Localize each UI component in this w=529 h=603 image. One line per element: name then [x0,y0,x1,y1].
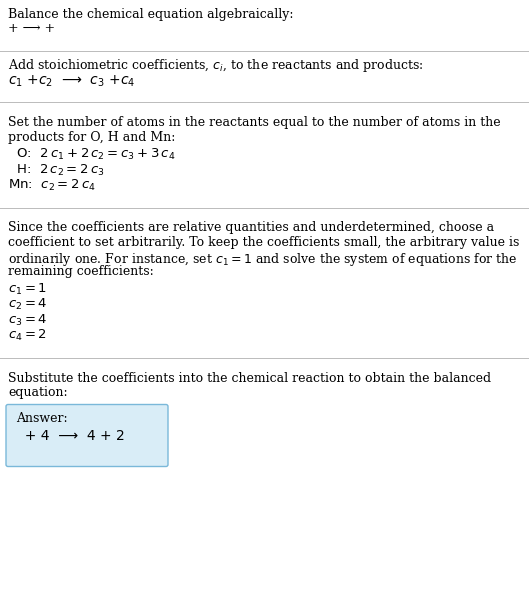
Text: coefficient to set arbitrarily. To keep the coefficients small, the arbitrary va: coefficient to set arbitrarily. To keep … [8,236,519,249]
Text: ordinarily one. For instance, set $c_1 = 1$ and solve the system of equations fo: ordinarily one. For instance, set $c_1 =… [8,250,518,268]
Text: $c_4 = 2$: $c_4 = 2$ [8,328,47,343]
Text: Set the number of atoms in the reactants equal to the number of atoms in the: Set the number of atoms in the reactants… [8,116,500,129]
Text: Since the coefficients are relative quantities and underdetermined, choose a: Since the coefficients are relative quan… [8,221,494,235]
Text: $c_1 = 1$: $c_1 = 1$ [8,282,47,297]
FancyBboxPatch shape [6,405,168,467]
Text: + 4  ⟶  4 + 2: + 4 ⟶ 4 + 2 [16,429,125,443]
Text: H:  $2\,c_2 = 2\,c_3$: H: $2\,c_2 = 2\,c_3$ [8,162,105,178]
Text: O:  $2\,c_1 + 2\,c_2 = c_3 + 3\,c_4$: O: $2\,c_1 + 2\,c_2 = c_3 + 3\,c_4$ [8,147,176,162]
Text: remaining coefficients:: remaining coefficients: [8,265,154,278]
Text: $c_3 = 4$: $c_3 = 4$ [8,312,48,327]
Text: Substitute the coefficients into the chemical reaction to obtain the balanced: Substitute the coefficients into the che… [8,371,491,385]
Text: Add stoichiometric coefficients, $c_i$, to the reactants and products:: Add stoichiometric coefficients, $c_i$, … [8,57,424,74]
Text: products for O, H and Mn:: products for O, H and Mn: [8,130,176,144]
Text: $c_2 = 4$: $c_2 = 4$ [8,297,48,312]
Text: Balance the chemical equation algebraically:: Balance the chemical equation algebraica… [8,8,294,21]
Text: Answer:: Answer: [16,412,68,426]
Text: + ⟶ +: + ⟶ + [8,22,55,36]
Text: equation:: equation: [8,386,68,399]
Text: $c_1$ +$c_2$  ⟶  $c_3$ +$c_4$: $c_1$ +$c_2$ ⟶ $c_3$ +$c_4$ [8,74,135,89]
Text: Mn:  $c_2 = 2\,c_4$: Mn: $c_2 = 2\,c_4$ [8,178,96,193]
